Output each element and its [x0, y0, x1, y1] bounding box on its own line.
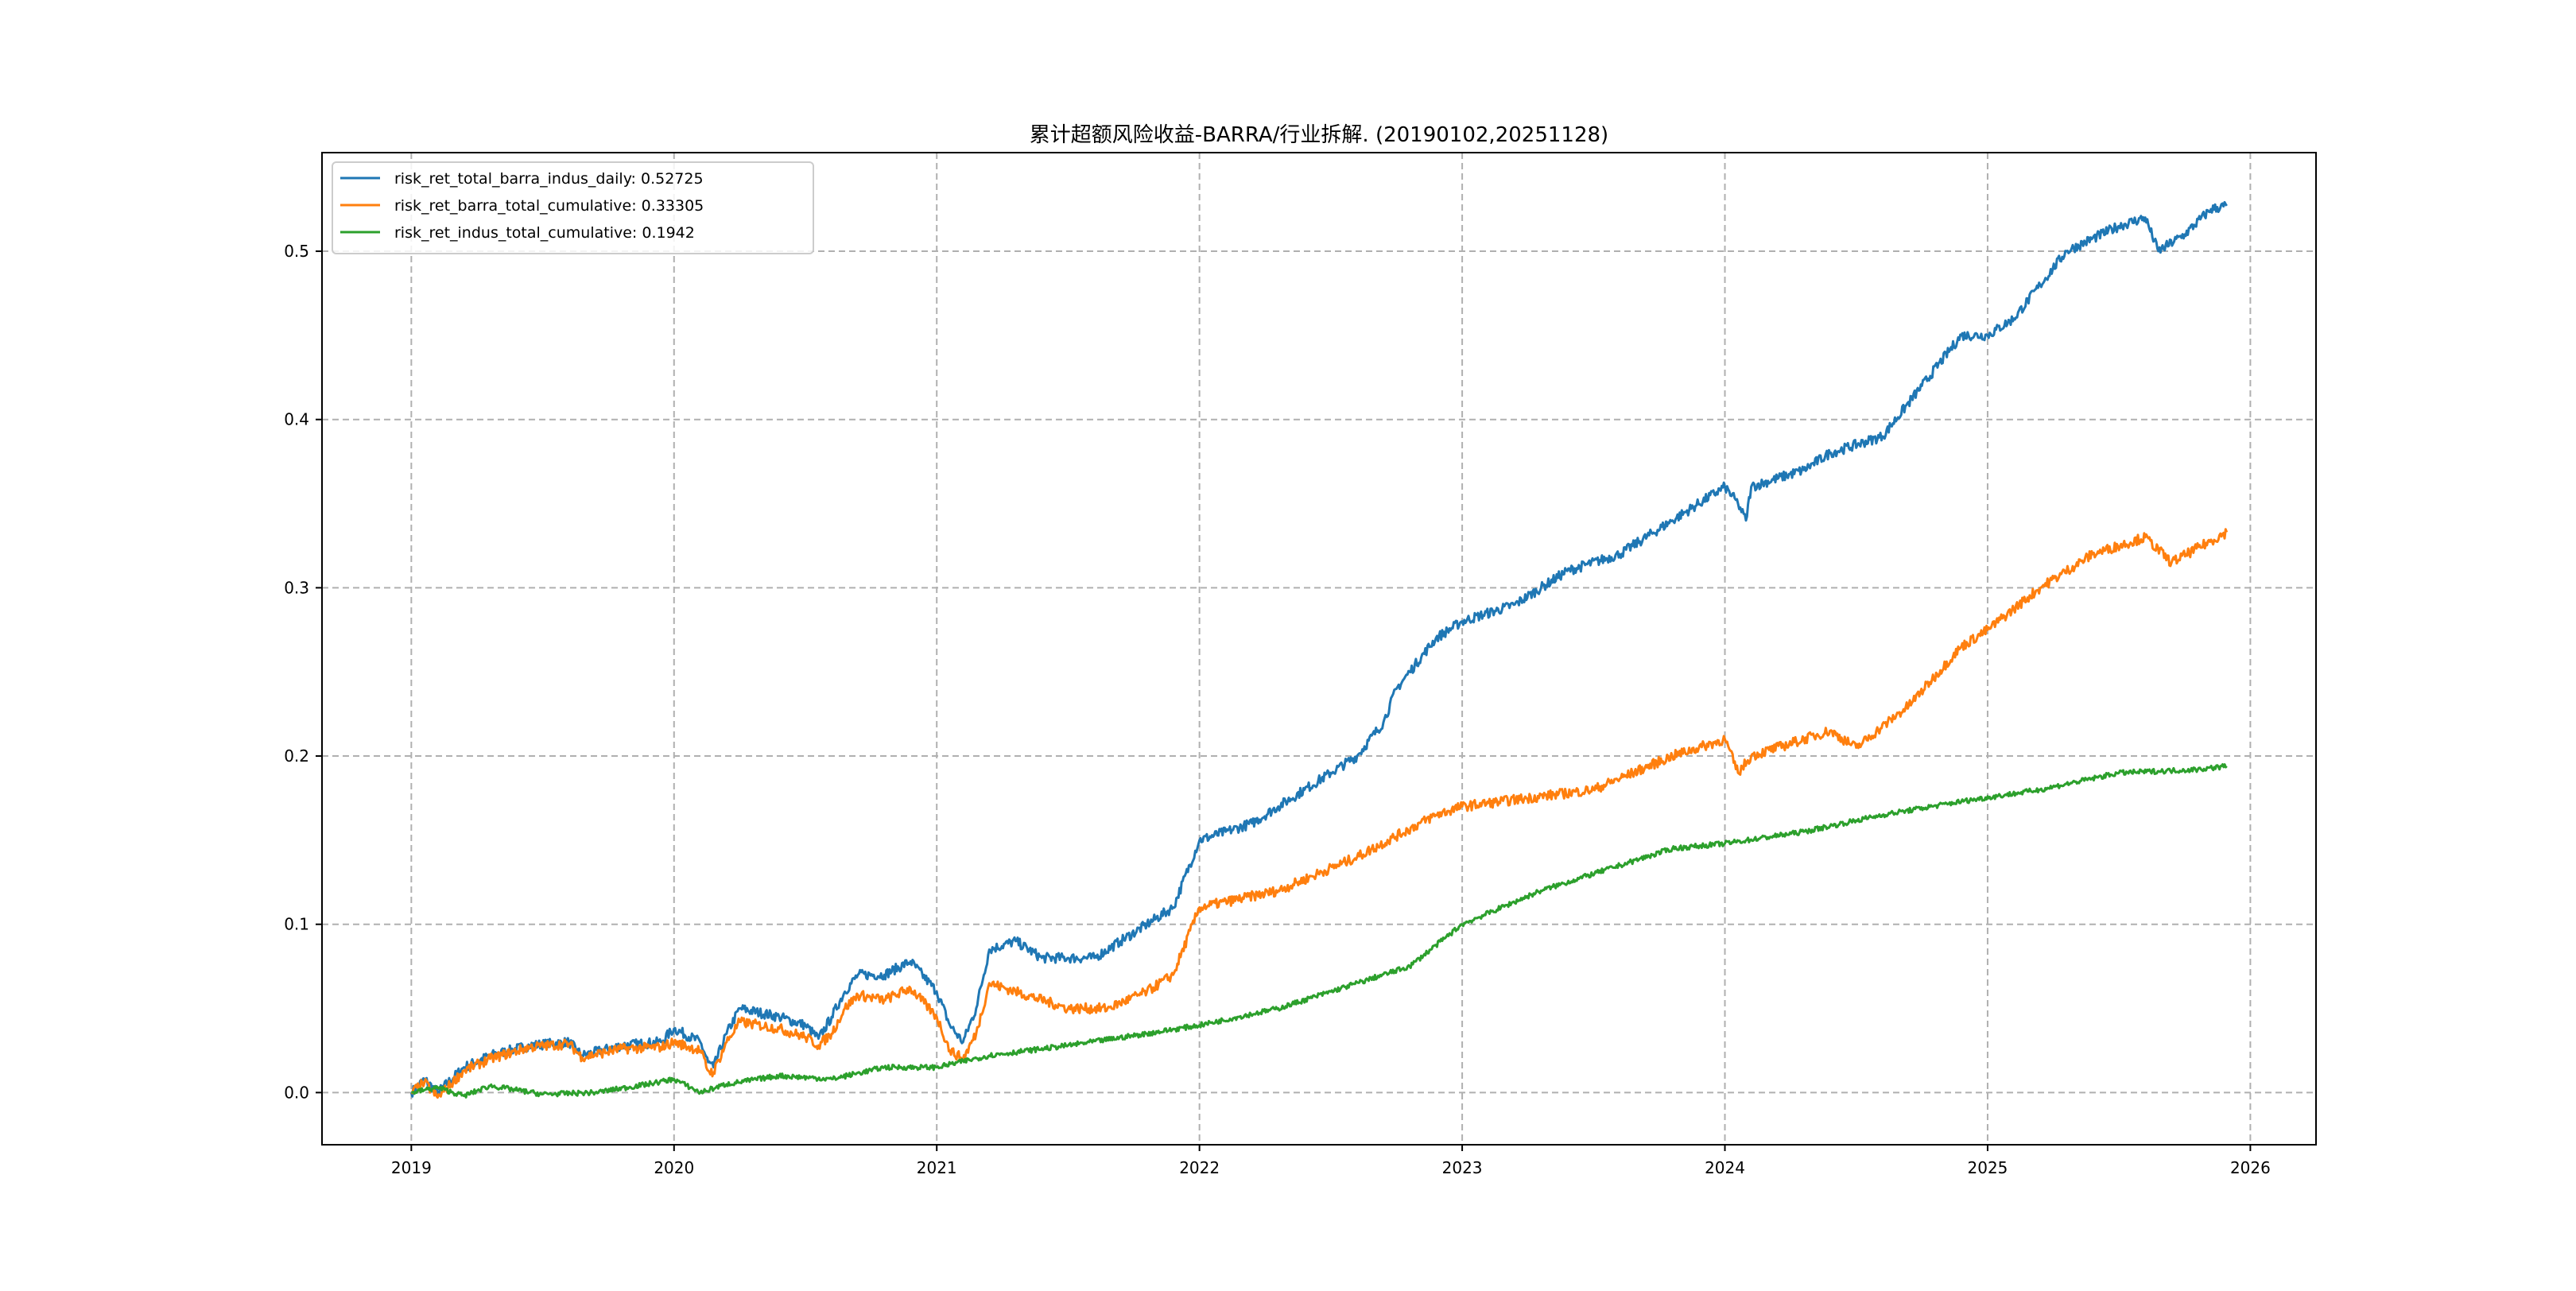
x-tick-label: 2020 [654, 1158, 694, 1177]
y-tick-label: 0.1 [284, 915, 309, 934]
y-tick-label: 0.3 [284, 578, 309, 597]
series-group [409, 200, 2229, 1099]
series-line-3 [410, 763, 2228, 1099]
legend-label-3: risk_ret_indus_total_cumulative: 0.1942 [394, 224, 695, 242]
x-tick-label: 2021 [917, 1158, 957, 1177]
x-tick-label: 2025 [1968, 1158, 2008, 1177]
axis-ticks: 2019 2020 2021 2022 2023 2024 2025 2026 0.0 0.1 0.… [284, 242, 2271, 1177]
x-tick-label: 2024 [1705, 1158, 1745, 1177]
plot-frame [321, 152, 2317, 1146]
series-line-2 [410, 528, 2229, 1099]
chart-title: 累计超额风险收益-BARRA/行业拆解. (20190102,20251128) [1030, 123, 1608, 147]
x-tick-label: 2019 [391, 1158, 432, 1177]
legend-label-1: risk_ret_total_barra_indus_daily: 0.5272… [394, 170, 704, 188]
legend-label-2: risk_ret_barra_total_cumulative: 0.33305 [394, 197, 704, 215]
y-tick-label: 0.5 [284, 242, 309, 261]
x-tick-label: 2022 [1179, 1158, 1220, 1177]
x-tick-label: 2023 [1442, 1158, 1483, 1177]
x-tick-label: 2026 [2230, 1158, 2271, 1177]
series-line-1 [409, 200, 2228, 1098]
y-tick-label: 0.2 [284, 746, 309, 766]
grid [322, 153, 2316, 1145]
legend: risk_ret_total_barra_indus_daily: 0.5272… [332, 161, 814, 254]
y-tick-label: 0.0 [284, 1083, 309, 1102]
y-tick-label: 0.4 [284, 410, 309, 429]
legend-box [332, 161, 814, 254]
